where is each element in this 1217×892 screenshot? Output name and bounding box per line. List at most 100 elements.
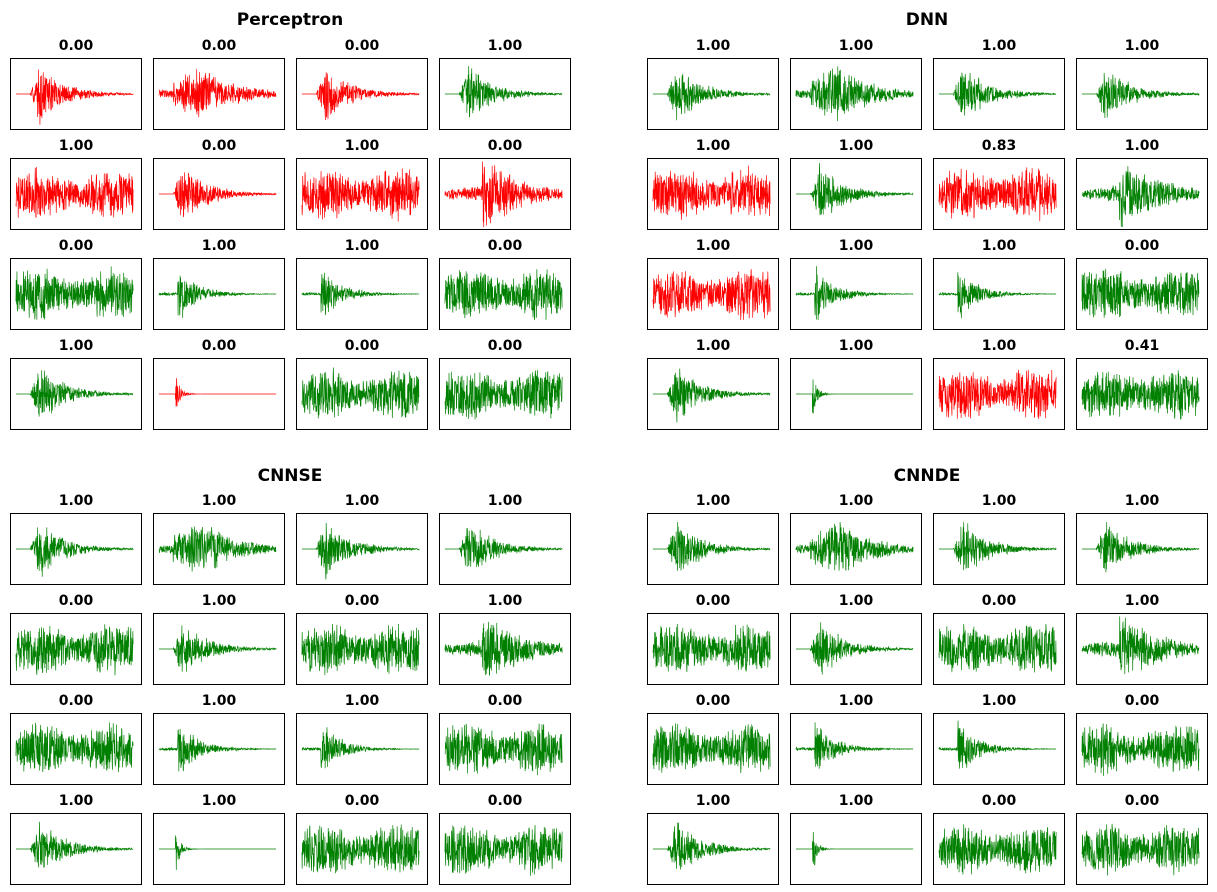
- waveform-line: [158, 835, 277, 870]
- waveform-plot: [652, 623, 771, 672]
- panel-score-label: 1.00: [344, 693, 380, 709]
- panel-score-label: 0.00: [695, 593, 731, 609]
- waveform-panel: [439, 58, 571, 130]
- waveform-panel: [439, 813, 571, 885]
- waveform-panel: [439, 513, 571, 585]
- panel-score-label: 1.00: [201, 793, 237, 809]
- model-title: Perceptron: [236, 10, 344, 30]
- waveform-line: [1081, 616, 1200, 674]
- waveform-line: [938, 369, 1057, 420]
- panel-score-label: 0.00: [487, 793, 523, 809]
- waveform-panel: [647, 258, 779, 330]
- waveform-panel: [647, 613, 779, 685]
- panel-score-label: 1.00: [981, 238, 1017, 254]
- panel-score-label: 1.00: [1124, 138, 1160, 154]
- panel-score-label: 0.00: [344, 38, 380, 54]
- waveform-panel: [933, 158, 1065, 230]
- waveform-plot: [938, 369, 1057, 420]
- waveform-line: [795, 66, 914, 122]
- waveform-line: [795, 722, 914, 769]
- waveform-plot: [15, 821, 134, 868]
- panel-score-label: 1.00: [981, 693, 1017, 709]
- waveform-plot: [15, 722, 134, 773]
- waveform-plot: [938, 522, 1057, 571]
- waveform-plot: [444, 621, 563, 676]
- panel-score-label: 1.00: [487, 38, 523, 54]
- panel-score-label: 0.00: [58, 38, 94, 54]
- waveform-panel: [10, 813, 142, 885]
- waveform-plot: [158, 378, 277, 407]
- waveform-line: [652, 522, 771, 571]
- waveform-panel: [10, 258, 142, 330]
- waveform-plot: [795, 266, 914, 320]
- waveform-line: [795, 522, 914, 571]
- waveform-plot: [795, 831, 914, 866]
- waveform-plot: [652, 723, 771, 773]
- waveform-line: [1081, 370, 1200, 420]
- panel-score-label: 1.00: [695, 238, 731, 254]
- waveform-panel: [1076, 513, 1208, 585]
- waveform-plot: [938, 72, 1057, 116]
- panel-score-label: 0.00: [981, 793, 1017, 809]
- waveform-line: [15, 370, 134, 417]
- panel-score-label: 1.00: [838, 693, 874, 709]
- waveform-plot: [158, 526, 277, 572]
- panel-score-label: 1.00: [838, 793, 874, 809]
- waveform-line: [1081, 166, 1200, 228]
- waveform-plot: [301, 522, 420, 580]
- panel-score-label: 1.00: [1124, 38, 1160, 54]
- waveform-panel: [647, 358, 779, 430]
- waveform-line: [301, 168, 420, 222]
- waveform-line: [301, 623, 420, 676]
- model-title: CNNDE: [893, 466, 961, 486]
- waveform-panel: [1076, 713, 1208, 785]
- waveform-panel: [790, 813, 922, 885]
- waveform-plot: [652, 368, 771, 423]
- waveform-plot: [938, 720, 1057, 769]
- panel-score-label: 0.00: [1124, 793, 1160, 809]
- panel-score-label: 1.00: [201, 238, 237, 254]
- panel-score-label: 1.00: [344, 238, 380, 254]
- waveform-plot: [444, 528, 563, 567]
- waveform-panel: [153, 713, 285, 785]
- panel-score-label: 1.00: [344, 493, 380, 509]
- waveform-panel: [153, 813, 285, 885]
- waveform-line: [444, 825, 563, 876]
- waveform-panel: [153, 513, 285, 585]
- waveform-panel: [1076, 813, 1208, 885]
- waveform-plot: [938, 167, 1057, 222]
- waveform-plot: [301, 72, 420, 121]
- waveform-panel: [933, 258, 1065, 330]
- waveform-line: [444, 528, 563, 567]
- waveform-plot: [158, 835, 277, 870]
- waveform-panel: [439, 258, 571, 330]
- waveform-line: [795, 831, 914, 866]
- waveform-panel: [1076, 158, 1208, 230]
- waveform-panel: [1076, 258, 1208, 330]
- waveform-line: [652, 165, 771, 221]
- waveform-panel: [790, 258, 922, 330]
- panel-score-label: 1.00: [695, 38, 731, 54]
- panel-score-label: 0.00: [487, 138, 523, 154]
- waveform-panel: [10, 613, 142, 685]
- waveform-line: [301, 272, 420, 316]
- waveform-line: [938, 272, 1057, 319]
- waveform-line: [652, 723, 771, 773]
- waveform-panel: [153, 58, 285, 130]
- waveform-line: [15, 69, 134, 125]
- waveform-line: [1081, 723, 1200, 776]
- panel-score-label: 0.00: [58, 693, 94, 709]
- panel-score-label: 1.00: [1124, 493, 1160, 509]
- panel-score-label: 0.00: [344, 338, 380, 354]
- waveform-panel: [933, 813, 1065, 885]
- waveform-plot: [444, 369, 563, 420]
- waveform-line: [15, 722, 134, 773]
- waveform-line: [444, 66, 563, 118]
- panel-score-label: 1.00: [695, 493, 731, 509]
- waveform-plot: [15, 69, 134, 125]
- panel-score-label: 0.00: [1124, 693, 1160, 709]
- waveform-line: [795, 266, 914, 320]
- waveform-plot: [15, 527, 134, 577]
- waveform-line: [938, 167, 1057, 222]
- waveform-line: [1081, 72, 1200, 118]
